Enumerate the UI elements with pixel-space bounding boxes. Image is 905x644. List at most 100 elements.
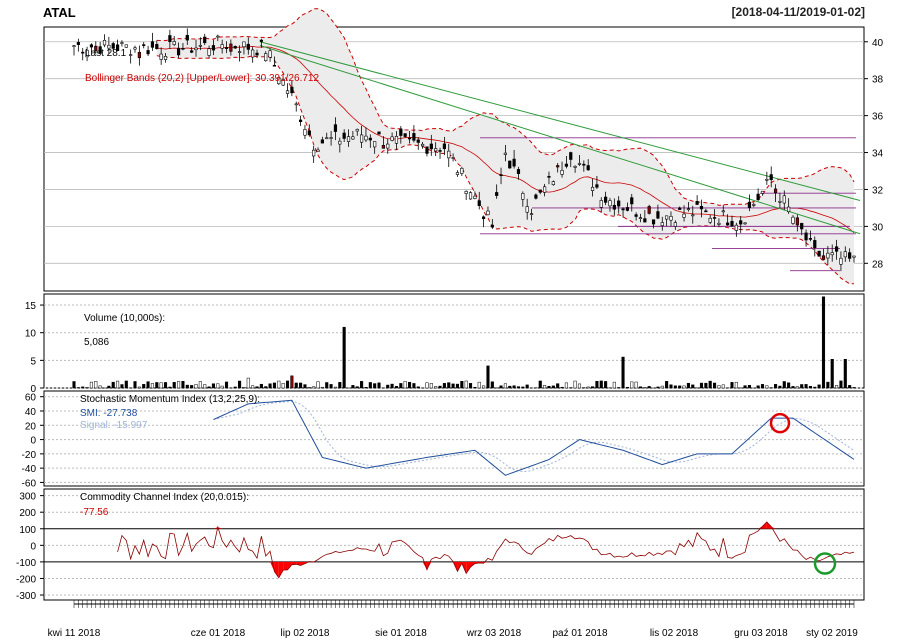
candle-body	[359, 134, 364, 143]
candle-body	[346, 136, 351, 142]
candle-body	[150, 41, 155, 48]
volume-bar	[377, 382, 381, 389]
candle-body	[259, 39, 263, 42]
volume-bar	[625, 386, 629, 389]
candle-body	[699, 205, 704, 210]
cci-tick-label: 100	[19, 525, 36, 536]
volume-bar	[325, 382, 329, 389]
candle-body	[747, 201, 752, 208]
volume-bar	[312, 386, 316, 389]
volume-bar	[660, 385, 664, 389]
candle-body	[264, 53, 268, 61]
volume-bar	[447, 382, 451, 389]
volume-bar	[634, 381, 638, 389]
volume-bar	[499, 385, 503, 389]
volume-bar	[516, 386, 521, 389]
volume-bar	[556, 383, 560, 389]
candle-body	[124, 44, 128, 48]
volume-bar	[682, 385, 686, 389]
cci-title: Commodity Channel Index (20,0.015):	[80, 492, 249, 503]
volume-bar	[268, 383, 272, 389]
price-tick-label: 38	[872, 75, 884, 86]
candle-body	[499, 174, 503, 177]
candle-body	[673, 222, 677, 227]
candle-body	[163, 56, 168, 60]
volume-bar	[364, 387, 368, 389]
bollinger-label: Bollinger Bands (20,2) [Upper/Lower]: 30…	[85, 73, 319, 84]
volume-bar	[137, 386, 141, 389]
candle-body	[477, 200, 481, 207]
candle-body	[307, 130, 311, 136]
bollinger-lower-line	[156, 55, 855, 285]
volume-bar	[142, 384, 146, 389]
volume-bar	[81, 386, 85, 389]
last-price-label: Last 28.1	[85, 48, 127, 59]
volume-bar	[299, 382, 303, 389]
candle-body	[826, 252, 830, 259]
x-tick-label: sie 01 2018	[375, 628, 427, 639]
x-tick-label: sty 02 2019	[806, 628, 858, 639]
volume-bar	[133, 381, 137, 389]
volume-bar	[316, 381, 320, 389]
candle-body	[381, 145, 385, 149]
cci-frame	[43, 488, 865, 601]
candle-body	[686, 208, 691, 211]
volume-bar	[512, 385, 516, 389]
volume-bar	[543, 385, 547, 389]
candle-body	[752, 204, 756, 206]
candle-body	[111, 43, 115, 49]
volume-bar	[190, 385, 194, 389]
candle-body	[255, 52, 259, 56]
volume-bar	[817, 384, 821, 389]
candle-body	[486, 210, 490, 216]
volume-bar	[473, 386, 477, 389]
candle-body	[625, 207, 630, 211]
candle-body	[721, 210, 725, 213]
candle-body	[190, 50, 194, 53]
x-axis: kwi 11 2018 cze 01 2018 lip 02 2018 sie 01 …	[48, 600, 858, 639]
volume-bar	[416, 386, 420, 389]
smi-line	[213, 399, 855, 476]
candle-body	[795, 217, 799, 226]
candle-body	[734, 224, 738, 231]
candle-body	[224, 47, 229, 49]
candle-body	[434, 148, 438, 152]
candle-body	[298, 119, 303, 122]
volume-bar	[438, 385, 442, 389]
volume-bar	[246, 377, 250, 389]
volume-bar	[734, 381, 738, 389]
candle-body	[142, 44, 146, 46]
volume-bar	[503, 383, 507, 389]
volume-bar	[320, 386, 324, 389]
candle-body	[290, 86, 294, 94]
candle-body	[342, 132, 346, 139]
volume-panel: 0 5 10 15 Volume (10,000s): 5,086	[25, 293, 865, 395]
candle-body	[630, 197, 634, 205]
candle-body	[730, 220, 734, 227]
volume-bar	[669, 384, 673, 389]
volume-bar	[386, 384, 390, 389]
candle-body	[582, 163, 586, 166]
candle-body	[695, 201, 699, 205]
x-tick-label: cze 01 2018	[191, 628, 246, 639]
volume-bar	[638, 386, 643, 389]
candle-body	[804, 232, 808, 241]
cci-oversold-fill	[422, 561, 427, 570]
volume-bar	[368, 382, 372, 389]
candle-body	[355, 128, 359, 132]
volume-bar	[224, 381, 229, 389]
candle-body	[460, 167, 464, 174]
volume-bar	[852, 387, 856, 389]
candle-body	[251, 49, 255, 58]
volume-bar	[839, 380, 843, 389]
volume-bar	[89, 381, 93, 389]
volume-bar	[85, 386, 89, 389]
smi-highlight-circle	[769, 412, 791, 434]
candle-body	[564, 163, 569, 167]
volume-bar	[765, 385, 769, 389]
candle-body	[246, 43, 250, 50]
volume-bar	[490, 381, 494, 389]
volume-bar	[560, 386, 564, 389]
volume-bar	[434, 386, 438, 389]
candle-body	[647, 206, 651, 214]
